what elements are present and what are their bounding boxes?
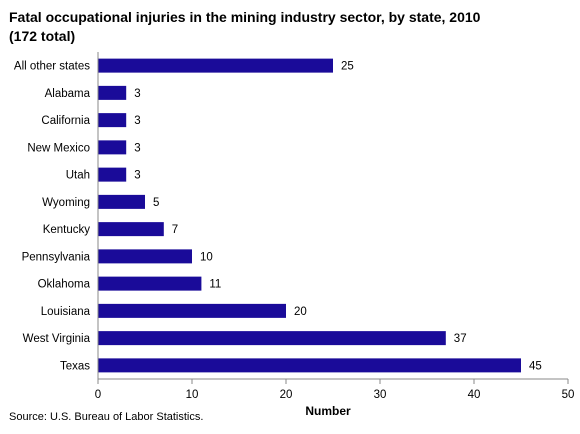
value-label: 3 [134, 170, 140, 182]
value-label: 45 [529, 360, 542, 372]
x-tick-label: 50 [562, 389, 575, 401]
category-label: California [41, 115, 90, 127]
bar-wyoming [98, 194, 145, 209]
category-label: Utah [66, 170, 90, 182]
bar-alabama [98, 85, 127, 100]
category-label: All other states [14, 61, 90, 73]
labels-layer: All other states 25 Alabama 3 California 3 New… [14, 61, 542, 373]
x-tick-label: 40 [468, 389, 481, 401]
bar-utah [98, 167, 127, 182]
x-tick-label: 20 [280, 389, 293, 401]
category-label: Texas [60, 360, 90, 372]
chart-title-line-1: Fatal occupational injuries in the minin… [9, 9, 481, 25]
chart-title-line-2: (172 total) [9, 28, 76, 44]
category-label: Kentucky [43, 224, 91, 236]
x-tick-label: 30 [374, 389, 387, 401]
category-label: West Virginia [23, 333, 91, 345]
value-label: 3 [134, 88, 140, 100]
category-label: Alabama [45, 88, 91, 100]
bar-pennsylvania [98, 249, 192, 264]
value-label: 25 [341, 61, 354, 73]
bar-new-mexico [98, 140, 127, 155]
category-label: Louisiana [41, 306, 91, 318]
bars-layer [98, 58, 521, 373]
category-label: Pennsylvania [22, 251, 91, 263]
source-note: Source: U.S. Bureau of Labor Statistics. [9, 411, 204, 423]
bar-texas [98, 358, 521, 373]
x-tick-label: 10 [186, 389, 199, 401]
value-label: 3 [134, 142, 140, 154]
bar-louisiana [98, 303, 286, 318]
bar-kentucky [98, 222, 164, 237]
bar-california [98, 113, 127, 128]
bar-all-other-states [98, 58, 333, 73]
value-label: 7 [172, 224, 178, 236]
value-label: 3 [134, 115, 140, 127]
value-label: 10 [200, 251, 213, 263]
x-axis-title: Number [305, 404, 351, 418]
axis-layer: 0 10 20 30 40 50 [95, 52, 575, 401]
value-label: 37 [454, 333, 467, 345]
bar-west-virginia [98, 331, 446, 346]
category-label: Wyoming [42, 197, 90, 209]
chart-title: Fatal occupational injuries in the minin… [9, 8, 569, 46]
value-label: 20 [294, 306, 307, 318]
bar-oklahoma [98, 276, 202, 291]
category-label: Oklahoma [38, 279, 91, 291]
category-label: New Mexico [27, 142, 90, 154]
value-label: 11 [209, 279, 221, 291]
value-label: 5 [153, 197, 159, 209]
x-tick-label: 0 [95, 389, 101, 401]
